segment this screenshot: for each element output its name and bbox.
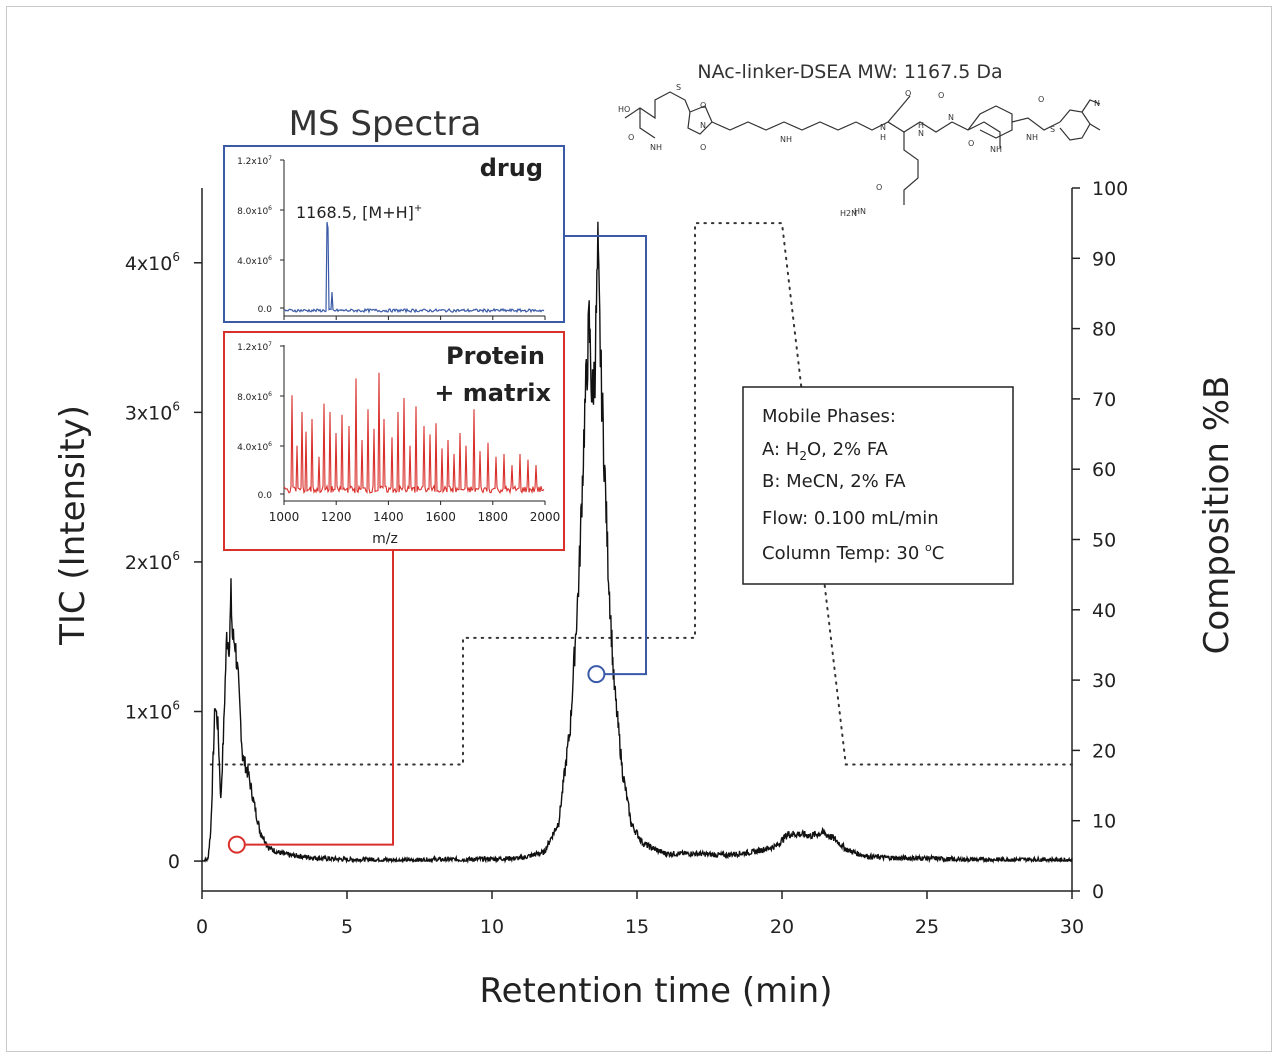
mp-line-flow: Flow: 0.100 mL/min: [762, 508, 939, 529]
tic-line: [201, 221, 1073, 864]
y-tick-label: 0: [168, 851, 180, 873]
structure-atom-label: H2N: [840, 209, 857, 218]
protein-inset-x-tick-label: 1600: [425, 510, 456, 524]
protein-marker: [227, 835, 246, 854]
structure-atom-label: O: [700, 143, 706, 152]
x-tick-label: 25: [915, 916, 939, 938]
y2-axis-label: Composition %B: [1197, 376, 1237, 655]
protein-inset-y-tick-label: 1.2x107: [237, 341, 272, 353]
mp-line-b: B: MeCN, 2% FA: [762, 471, 906, 492]
structure-atom-label: O: [905, 89, 911, 98]
y2-tick-label: 80: [1092, 319, 1116, 341]
structure-atom-label: O: [1038, 95, 1044, 104]
ms-spectra-title: MS Spectra: [289, 104, 482, 144]
y2-tick-label: 30: [1092, 670, 1116, 692]
mobile-phase-box: Mobile Phases: A: H2O, 2% FA B: MeCN, 2%…: [742, 386, 1014, 585]
mp-line-a: A: H2O, 2% FA: [762, 439, 889, 463]
drug-peak-label: 1168.5, [M+H]+: [296, 203, 422, 222]
structure-atom-label: O: [876, 183, 882, 192]
protein-spectrum-line: [283, 372, 545, 495]
structure-atom-label: NH: [1026, 133, 1038, 142]
y2-tick-label: 90: [1092, 248, 1116, 270]
composition-line: [209, 222, 1073, 766]
x-tick-label: 20: [770, 916, 794, 938]
y2-tick-label: 20: [1092, 740, 1116, 762]
structure-atom-label: O: [628, 133, 634, 142]
x-tick-label: 5: [341, 916, 353, 938]
y2-tick-label: 100: [1092, 178, 1128, 200]
y2-tick-label: 10: [1092, 811, 1116, 833]
structure-atom-label: O: [938, 91, 944, 100]
structure-atom-label: O: [968, 139, 974, 148]
structure-atom-label: N: [1094, 99, 1100, 108]
y2-tick-label: 40: [1092, 600, 1116, 622]
structure-atom-label: NH: [990, 145, 1002, 154]
structure-title: NAc-linker-DSEA MW: 1167.5 Da: [697, 61, 1002, 83]
protein-inset-xlabel: m/z: [372, 531, 398, 547]
drug-inset-label: drug: [480, 154, 543, 182]
protein-inset-x-tick-label: 1800: [478, 510, 509, 524]
structure-atom-label: HN: [854, 207, 866, 216]
inset-connectors: [227, 235, 647, 854]
drug-spectrum-inset: drug 1168.5, [M+H]+ 1.2x107 8.0x106 4.0x10…: [223, 145, 565, 323]
protein-inset-x-tick-label: 1400: [373, 510, 404, 524]
mp-line-temp: Column Temp: 30 oC: [762, 541, 944, 564]
protein-inset-label-line1: Protein: [446, 342, 545, 370]
y2-tick-label: 0: [1092, 881, 1104, 903]
y-tick-label: 2x106: [125, 549, 180, 574]
protein-inset-x-tick-label: 1200: [321, 510, 352, 524]
y2-tick-label: 60: [1092, 459, 1116, 481]
x-tick-label: 30: [1060, 916, 1084, 938]
structure-atom-label: S: [1050, 125, 1055, 134]
drug-inset-y-tick-label: 4.0x106: [237, 255, 272, 267]
protein-inset-y-tick-label: 0.0: [258, 491, 273, 501]
protein-connector-line: [244, 550, 394, 846]
y-tick-label: 4x106: [125, 250, 180, 275]
x-tick-label: 15: [625, 916, 649, 938]
y-axis-label: TIC (Intensity): [53, 405, 93, 646]
drug-spectrum-line: [284, 221, 545, 314]
protein-inset-x-tick-label: 2000: [530, 510, 561, 524]
protein-inset-label-line2: + matrix: [434, 379, 551, 407]
x-axis-label: Retention time (min): [479, 971, 832, 1011]
structure-atom-label: H: [918, 121, 924, 130]
mp-title: Mobile Phases:: [762, 406, 896, 427]
protein-inset-x-tick-label: 1000: [269, 510, 300, 524]
structure-atom-label: S: [676, 83, 681, 92]
protein-spectrum-inset: Protein + matrix m/z 1.2x107 8.0x106 4.0x1…: [223, 331, 565, 551]
structure-atom-label: N: [880, 123, 886, 132]
y-tick-label: 1x106: [125, 699, 180, 724]
drug-inset-y-tick-label: 1.2x107: [237, 155, 272, 167]
structure-atom-label: N: [918, 129, 924, 138]
drug-inset-y-tick-label: 0.0: [258, 305, 273, 315]
structure-atom-label: NH: [650, 143, 662, 152]
x-tick-label: 10: [480, 916, 504, 938]
structure-atom-label: NH: [780, 135, 792, 144]
composition-trace: [209, 222, 1073, 766]
y2-tick-label: 50: [1092, 530, 1116, 552]
structure-atom-label: O: [700, 101, 706, 110]
structure-atom-label: N: [948, 113, 954, 122]
y-tick-label: 3x106: [125, 399, 180, 424]
drug-connector-line: [564, 235, 647, 676]
drug-marker: [587, 665, 606, 684]
structure-atom-label: N: [700, 121, 706, 130]
protein-inset-y-tick-label: 4.0x106: [237, 441, 272, 453]
x-tick-label: 0: [196, 916, 208, 938]
figure-frame: [6, 6, 1272, 1052]
structure-atom-label: H: [880, 133, 886, 142]
structure-atom-label: HO: [618, 105, 630, 114]
tic-trace: [201, 221, 1073, 864]
protein-inset-y-tick-label: 8.0x106: [237, 391, 272, 403]
drug-inset-y-tick-label: 8.0x106: [237, 205, 272, 217]
y2-tick-label: 70: [1092, 389, 1116, 411]
axis-ticks: 0 5 10 15 20 25 30 0 1x106 2x106 3x106 4x106 0 10 20 30…: [125, 178, 1128, 938]
